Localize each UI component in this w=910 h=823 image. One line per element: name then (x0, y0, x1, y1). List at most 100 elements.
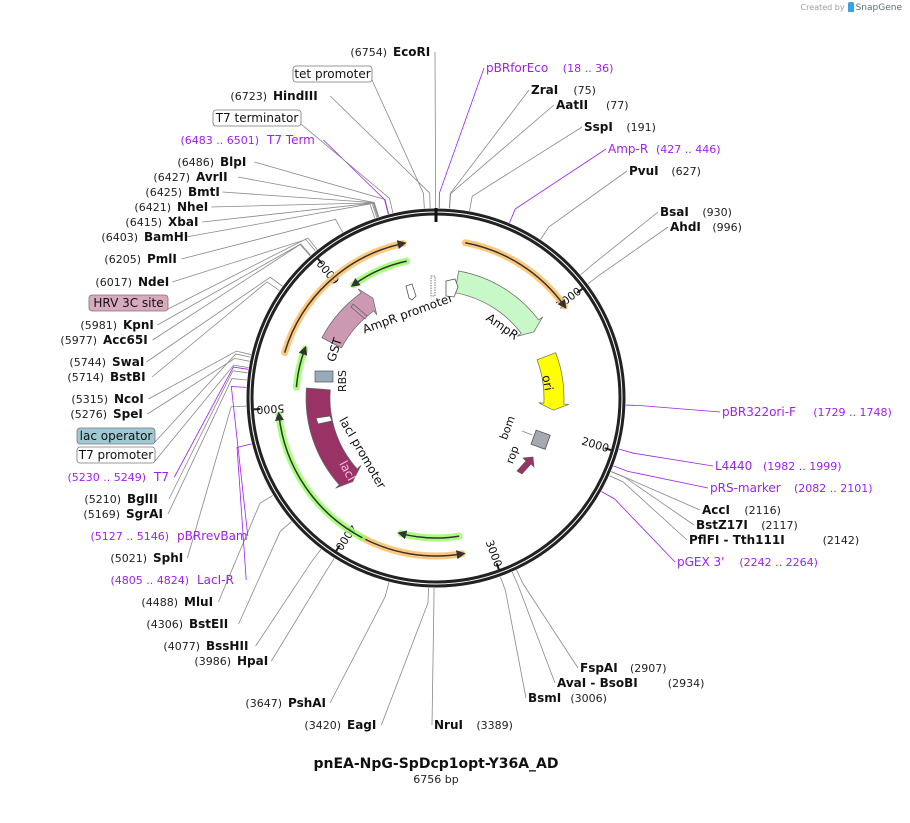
enzyme-site[interactable]: (5714) BstBI (67, 370, 145, 384)
leader-line (181, 218, 344, 260)
leader-line (434, 51, 437, 209)
bom-glyph[interactable] (530, 429, 551, 450)
enzyme-site[interactable]: (5744) SwaI (69, 355, 144, 369)
enzyme-site[interactable]: (5169) SgrAI (83, 507, 162, 521)
rop-glyph[interactable] (516, 456, 535, 475)
enzyme-name: BstEII (189, 617, 228, 631)
enzyme-site[interactable]: (4306) BstEII (146, 617, 228, 631)
leader-line (511, 571, 556, 684)
enzyme-site[interactable]: (3647) PshAI (245, 696, 326, 710)
primer-site[interactable]: L4440 (1982 .. 1999) (715, 459, 842, 473)
enzyme-site[interactable]: BsmI (3006) (528, 691, 607, 705)
enzyme-site[interactable]: AhdI (996) (670, 220, 742, 234)
leader-line (230, 386, 249, 537)
primer-site[interactable]: Amp-R (427 .. 446) (608, 142, 721, 156)
enzyme-site[interactable]: AccI (2116) (702, 503, 781, 517)
enzyme-site[interactable]: (6486) BlpI (177, 155, 246, 169)
enzyme-site[interactable]: (6754) EcoRI (350, 45, 430, 59)
enzyme-position: (930) (702, 206, 732, 219)
primer-site[interactable]: pGEX 3' (2242 .. 2264) (677, 555, 818, 569)
enzyme-site[interactable]: NruI (3389) (434, 718, 513, 732)
feature-laci-arrow[interactable] (305, 387, 362, 489)
primer-range: (2082 .. 2101) (794, 482, 873, 495)
enzyme-site[interactable]: PflFI - Tth111I (2142) (689, 533, 859, 547)
enzyme-name: AvaI - BsoBI (557, 676, 638, 690)
enzyme-name: HpaI (237, 654, 268, 668)
bom-leader (521, 430, 533, 436)
primer-site[interactable]: pBRrevBam (5127 .. 5146) (90, 529, 247, 543)
hrv-3c-glyph (350, 303, 368, 320)
primer-site[interactable]: T7 Term (6483 .. 6501) (180, 133, 314, 147)
enzyme-site[interactable]: (4488) MluI (141, 595, 213, 609)
leader-line (625, 404, 721, 413)
enzyme-site[interactable]: (3986) HpaI (194, 654, 268, 668)
enzyme-site[interactable]: (5276) SpeI (70, 407, 142, 421)
enzyme-site[interactable]: BsaI (930) (660, 205, 732, 219)
boxed-feature-label[interactable]: tet promoter (292, 65, 373, 83)
enzyme-site[interactable]: (6017) NdeI (95, 275, 169, 289)
primer-name: T7 (153, 470, 169, 484)
primer-name: pBR322ori-F (722, 405, 796, 419)
boxed-feature-label[interactable]: HRV 3C site (88, 294, 169, 312)
enzyme-site[interactable]: (3420) EagI (304, 718, 376, 732)
enzyme-site[interactable]: (5315) NcoI (71, 392, 143, 406)
primer-site[interactable]: pBR322ori-F (1729 .. 1748) (722, 405, 892, 419)
enzyme-position: (6427) (153, 171, 190, 184)
enzyme-name: SpeI (113, 407, 143, 421)
feature-ampr-arrow[interactable] (454, 270, 543, 337)
credit-brand: SnapGene (855, 3, 902, 13)
boxed-feature-label[interactable]: lac operator (76, 427, 156, 445)
leader-line (146, 276, 283, 363)
feature-label-box (88, 294, 169, 312)
enzyme-name: PflFI - Tth111I (689, 533, 785, 547)
leader-line (329, 95, 431, 209)
plasmid-name: pnEA-NpG-SpDcp1opt-Y36A_AD (313, 756, 559, 772)
leader-line (154, 353, 251, 443)
enzyme-site[interactable]: (6205) PmlI (104, 252, 176, 266)
enzyme-site[interactable]: SspI (191) (584, 120, 656, 134)
primer-site[interactable]: pBRforEco (18 .. 36) (486, 61, 613, 75)
enzyme-site[interactable]: AvaI - BsoBI (2934) (557, 676, 704, 690)
enzyme-name: BsaI (660, 205, 689, 219)
enzyme-position: (5714) (67, 371, 104, 384)
enzyme-site[interactable]: (6723) HindIII (230, 89, 317, 103)
enzyme-site[interactable]: (6421) NheI (134, 200, 208, 214)
enzyme-name: HindIII (273, 89, 318, 103)
primer-name: Amp-R (608, 142, 648, 156)
enzyme-name: PshAI (288, 696, 326, 710)
feature-ori-arrow[interactable] (536, 352, 569, 411)
enzyme-site[interactable]: (5021) SphI (110, 551, 183, 565)
leader-line (469, 126, 583, 212)
enzyme-site[interactable]: (6427) AvrII (153, 170, 227, 184)
enzyme-site[interactable]: (4077) BssHII (163, 639, 248, 653)
enzyme-site[interactable]: FspAI (2907) (580, 661, 667, 675)
enzyme-name: NruI (434, 718, 463, 732)
primer-site[interactable]: pRS-marker (2082 .. 2101) (710, 481, 873, 495)
enzyme-site[interactable]: (6415) XbaI (125, 215, 198, 229)
plasmid-backbone (246, 208, 626, 588)
leader-line (611, 471, 701, 511)
enzyme-name: AvrII (196, 170, 228, 184)
orf-green-4 (397, 530, 460, 540)
enzyme-site[interactable]: (6403) BamHI (101, 230, 188, 244)
enzyme-site[interactable]: (5981) KpnI (80, 318, 153, 332)
boxed-feature-label[interactable]: T7 promoter (76, 446, 156, 464)
leader-line (187, 405, 247, 559)
primer-site[interactable]: T7 (5230 .. 5249) (67, 470, 169, 484)
primer-site[interactable]: LacI-R (4805 .. 4824) (110, 573, 233, 587)
boxed-feature-label[interactable]: T7 terminator (212, 109, 302, 127)
enzyme-site[interactable]: (5977) Acc65I (60, 333, 147, 347)
leader-line (587, 226, 669, 285)
enzyme-site[interactable]: ZraI (75) (531, 83, 596, 97)
enzyme-site[interactable]: BstZ17I (2117) (696, 518, 798, 532)
enzyme-site[interactable]: PvuI (627) (629, 164, 701, 178)
enzyme-site[interactable]: (5210) BglII (84, 492, 157, 506)
enzyme-position: (4306) (146, 618, 183, 631)
enzyme-position: (2142) (823, 534, 860, 547)
snapgene-credit: Created by SnapGene (801, 2, 902, 13)
enzyme-site[interactable]: (6425) BmtI (145, 185, 219, 199)
feature-label-box (76, 446, 156, 464)
feature-gst-arrow[interactable] (321, 288, 378, 349)
enzyme-site[interactable]: AatII (77) (556, 98, 629, 112)
